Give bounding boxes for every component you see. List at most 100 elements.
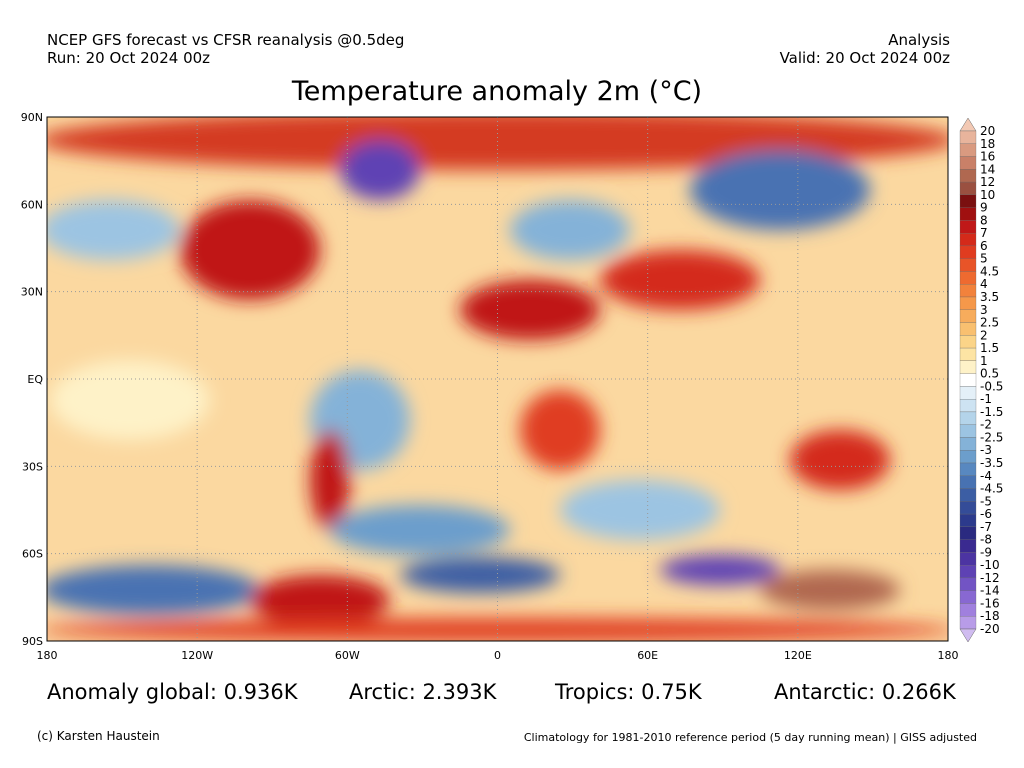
- colorbar-label: 0.5: [980, 367, 999, 381]
- colorbar-swatch: [959, 181, 977, 195]
- colorbar-label: -5: [980, 494, 992, 508]
- colorbar-swatch: [959, 233, 977, 247]
- colorbar-cap: [959, 628, 977, 643]
- colorbar-swatch: [959, 475, 977, 489]
- colorbar-label: -8: [980, 533, 992, 547]
- colorbar-swatch: [959, 399, 977, 413]
- lon-label: 120W: [181, 649, 213, 662]
- colorbar-swatch: [959, 577, 977, 591]
- colorbar-label: 18: [980, 137, 995, 151]
- colorbar-swatch: [959, 169, 977, 183]
- colorbar-swatch: [959, 513, 977, 527]
- lon-label: 120E: [784, 649, 812, 662]
- source: NCEP GFS forecast vs CFSR reanalysis @0.…: [47, 31, 404, 49]
- colorbar-swatch: [959, 156, 977, 170]
- colorbar-label: 4.5: [980, 264, 999, 278]
- colorbar-label: 16: [980, 150, 995, 164]
- colorbar-swatch: [959, 386, 977, 400]
- colorbar-label: -6: [980, 507, 992, 521]
- colorbar-label: -1: [980, 392, 992, 406]
- colorbar-label: -12: [980, 571, 1000, 585]
- colorbar-label: -3: [980, 443, 992, 457]
- colorbar-swatch: [959, 450, 977, 464]
- run: Run: 20 Oct 2024 00z: [47, 49, 210, 67]
- colorbar-cap: [959, 117, 977, 132]
- colorbar-swatch: [959, 411, 977, 425]
- colorbar-swatch: [959, 296, 977, 310]
- colorbar-label: 12: [980, 175, 995, 189]
- colorbar: 201816141210987654.543.532.521.510.5-0.5…: [959, 117, 1003, 643]
- colorbar-label: -16: [980, 596, 1000, 610]
- graticule: [47, 117, 948, 641]
- colorbar-swatch: [959, 347, 977, 361]
- colorbar-label: 14: [980, 162, 995, 176]
- colorbar-label: 2: [980, 328, 988, 342]
- colorbar-label: 6: [980, 239, 988, 253]
- colorbar-swatch: [959, 437, 977, 451]
- colorbar-swatch: [959, 322, 977, 336]
- title: Temperature anomaly 2m (°C): [291, 76, 702, 107]
- colorbar-swatch: [959, 590, 977, 604]
- colorbar-label: 8: [980, 213, 988, 227]
- colorbar-label: 5: [980, 252, 988, 266]
- colorbar-label: 4: [980, 277, 988, 291]
- colorbar-swatch: [959, 539, 977, 553]
- colorbar-label: 10: [980, 188, 995, 202]
- stat: Anomaly global: 0.936K: [47, 680, 299, 704]
- colorbar-swatch: [959, 194, 977, 208]
- valid: Valid: 20 Oct 2024 00z: [780, 49, 951, 67]
- lat-label: 90N: [21, 111, 43, 124]
- colorbar-label: 3.5: [980, 290, 999, 304]
- colorbar-swatch: [959, 335, 977, 349]
- colorbar-label: 7: [980, 226, 988, 240]
- colorbar-swatch: [959, 271, 977, 285]
- lat-label: 30N: [21, 286, 43, 299]
- colorbar-label: -10: [980, 558, 1000, 572]
- mode: Analysis: [888, 31, 950, 49]
- colorbar-swatch: [959, 424, 977, 438]
- colorbar-label: -0.5: [980, 379, 1003, 393]
- colorbar-swatch: [959, 245, 977, 259]
- colorbar-label: -20: [980, 622, 1000, 636]
- colorbar-swatch: [959, 258, 977, 272]
- colorbar-label: -4.5: [980, 482, 1003, 496]
- colorbar-swatch: [959, 143, 977, 157]
- lat-label: 30S: [22, 460, 43, 473]
- colorbar-swatch: [959, 373, 977, 387]
- colorbar-swatch: [959, 565, 977, 579]
- colorbar-label: 2.5: [980, 316, 999, 330]
- colorbar-label: -1.5: [980, 405, 1003, 419]
- colorbar-swatch: [959, 130, 977, 144]
- colorbar-label: 1.5: [980, 341, 999, 355]
- colorbar-swatch: [959, 284, 977, 298]
- colorbar-swatch: [959, 462, 977, 476]
- colorbar-label: 20: [980, 124, 995, 138]
- colorbar-label: -2.5: [980, 430, 1003, 444]
- colorbar-swatch: [959, 616, 977, 630]
- colorbar-label: -18: [980, 609, 1000, 623]
- colorbar-swatch: [959, 488, 977, 502]
- colorbar-label: 1: [980, 354, 988, 368]
- lon-label: 60W: [335, 649, 360, 662]
- colorbar-swatch: [959, 220, 977, 234]
- colorbar-swatch: [959, 552, 977, 566]
- colorbar-label: 9: [980, 201, 988, 215]
- colorbar-label: -2: [980, 418, 992, 432]
- lon-label: 180: [37, 649, 58, 662]
- colorbar-label: -3.5: [980, 456, 1003, 470]
- colorbar-label: -7: [980, 520, 992, 534]
- lon-label: 60E: [637, 649, 658, 662]
- lat-label: 60S: [22, 548, 43, 561]
- colorbar-label: 3: [980, 303, 988, 317]
- stat: Antarctic: 0.266K: [774, 680, 957, 704]
- colorbar-label: -14: [980, 584, 1000, 598]
- lat-label: EQ: [27, 373, 43, 386]
- lon-label: 180: [938, 649, 959, 662]
- colorbar-swatch: [959, 526, 977, 540]
- lat-label: 60N: [21, 198, 43, 211]
- note: Climatology for 1981-2010 reference peri…: [524, 731, 977, 744]
- map-frame: [46, 116, 949, 642]
- colorbar-label: -4: [980, 469, 992, 483]
